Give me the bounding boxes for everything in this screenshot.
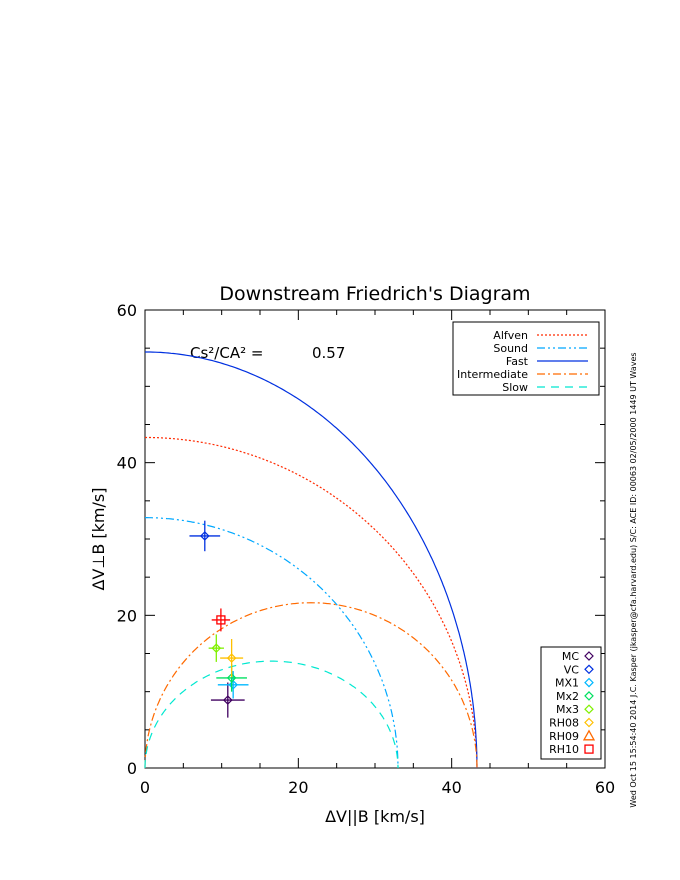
data-point-rh10 — [216, 615, 226, 625]
data-point-rh08 — [226, 653, 237, 663]
legend-marker — [584, 664, 594, 675]
y-axis-label: ΔV⊥B [km/s] — [89, 488, 108, 591]
annotation-label: Cs²/CA² = — [190, 344, 263, 362]
data-point-mx2 — [226, 673, 237, 683]
legend-label: Sound — [493, 342, 528, 355]
legend-marker — [584, 691, 594, 701]
curve-slow — [144, 660, 399, 768]
data-point-vc — [199, 531, 210, 541]
point-legend-label: RH09 — [549, 730, 579, 743]
legend-label: Intermediate — [457, 368, 528, 381]
legend-marker — [584, 744, 594, 754]
point-legend-label: RH08 — [549, 717, 579, 730]
legend-marker — [584, 704, 594, 715]
data-point-mx1 — [228, 679, 239, 690]
x-tick-label: 0 — [140, 778, 150, 797]
curve-sound — [145, 517, 399, 768]
point-legend-label: Mx3 — [556, 703, 579, 716]
y-tick-label: 40 — [117, 454, 137, 473]
y-tick-label: 20 — [117, 606, 137, 625]
y-tick-label: 0 — [127, 759, 137, 778]
legend-marker — [584, 651, 594, 661]
legend-label: Alfven — [493, 329, 528, 342]
x-tick-label: 20 — [288, 778, 308, 797]
x-axis-label: ΔV||B [km/s] — [325, 807, 425, 826]
y-tick-label: 60 — [117, 301, 137, 320]
legend-label: Fast — [506, 355, 529, 368]
annotation-value: 0.57 — [312, 344, 345, 362]
curve-fast — [145, 351, 478, 768]
data-point-mc — [222, 695, 233, 705]
curve-legend — [452, 321, 600, 396]
point-legend-label: VC — [564, 663, 580, 676]
legend-label: Slow — [502, 381, 528, 394]
point-legend-label: MC — [562, 650, 579, 663]
curve-alfven — [145, 436, 478, 768]
side-caption: Wed Oct 15 15:54:40 2014 J.C. Kasper (jk… — [629, 352, 638, 807]
curve-intermediate — [144, 602, 478, 769]
chart-title: Downstream Friedrich's Diagram — [219, 283, 530, 305]
legend-marker — [584, 717, 594, 728]
point-legend-label: Mx2 — [556, 690, 579, 703]
x-tick-label: 40 — [441, 778, 461, 797]
point-legend-label: RH10 — [549, 743, 579, 756]
point-legend-label: MX1 — [555, 677, 579, 690]
legend-marker — [582, 729, 596, 741]
x-tick-label: 60 — [595, 778, 615, 797]
data-point-mx3 — [211, 643, 222, 654]
legend-marker — [584, 677, 594, 688]
